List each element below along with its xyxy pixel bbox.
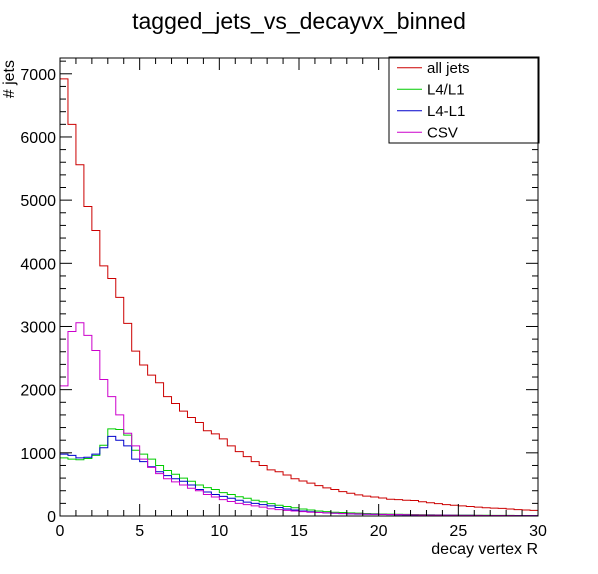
legend-box <box>388 56 540 144</box>
x-tick-label: 20 <box>370 523 388 540</box>
y-tick-label: 3000 <box>20 319 56 336</box>
legend-entry: L4/L1 <box>427 81 465 98</box>
y-tick-label: 4000 <box>20 256 56 273</box>
plot-frame <box>59 57 539 517</box>
legend-entry: CSV <box>427 124 458 141</box>
series-line-4 <box>60 322 538 517</box>
y-tick-label: 1000 <box>20 446 56 463</box>
x-axis-label: decay vertex R <box>431 541 538 558</box>
y-axis-label: # jets <box>1 60 18 98</box>
plot-area <box>60 78 538 517</box>
y-tick-label: 5000 <box>20 193 56 210</box>
x-tick-label: 0 <box>56 523 65 540</box>
chart-title: tagged_jets_vs_decayvx_binned <box>132 8 466 34</box>
legend: all jets L4/L1 L4-L1 CSV <box>388 56 540 144</box>
legend-entry: all jets <box>427 60 470 77</box>
series-line-3 <box>60 435 538 517</box>
y-tick-label: 7000 <box>20 67 56 84</box>
x-tick-label: 30 <box>529 523 547 540</box>
y-tick-label: 6000 <box>20 130 56 147</box>
x-tick-label: 10 <box>210 523 228 540</box>
y-tick-label: 0 <box>47 509 56 526</box>
x-tick-label: 15 <box>290 523 308 540</box>
y-tick-label: 2000 <box>20 383 56 400</box>
y-axis: 0 1000 2000 3000 4000 5000 6000 7000 <box>20 60 538 526</box>
x-tick-label: 5 <box>135 523 144 540</box>
x-tick-label: 25 <box>449 523 467 540</box>
legend-entry: L4-L1 <box>427 103 465 120</box>
